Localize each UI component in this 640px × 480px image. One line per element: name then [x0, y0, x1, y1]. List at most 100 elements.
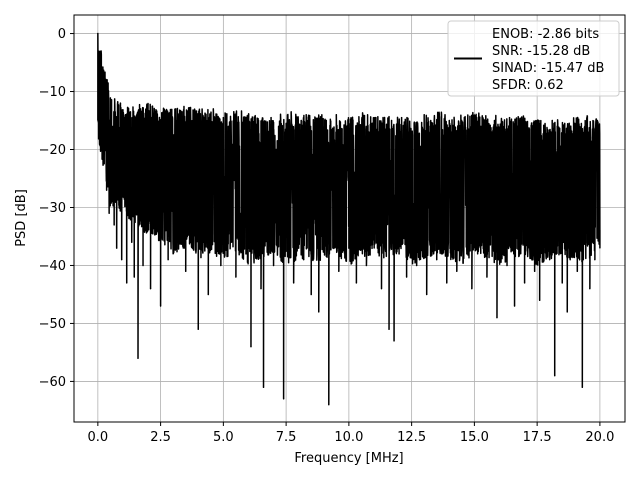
x-tick-label: 17.5 [523, 430, 552, 445]
psd-data-point [513, 305, 516, 307]
psd-data-point [498, 137, 501, 139]
psd-data-point [222, 117, 224, 119]
psd-data-point [197, 328, 199, 330]
psd-data-point [388, 328, 390, 330]
psd-data-point [123, 195, 125, 197]
psd-data-point [496, 317, 498, 319]
psd-data-point [365, 264, 368, 267]
psd-data-point [536, 119, 538, 122]
psd-data-point [441, 201, 443, 203]
psd-data-point [138, 148, 140, 151]
psd-data-point [101, 131, 103, 133]
psd-data-point [300, 119, 302, 122]
y-axis: 0 −10 −20 −30 −40 −50 −60 [39, 27, 74, 390]
y-tick-label: −50 [39, 317, 66, 332]
psd-data-point [395, 143, 398, 145]
psd-data-point [355, 282, 357, 284]
y-tick-label: −60 [39, 375, 66, 390]
psd-data-point [117, 125, 119, 127]
psd-data-point [458, 125, 460, 127]
psd-data-point [581, 386, 583, 388]
psd-data-point [154, 224, 157, 226]
psd-data-point [144, 122, 147, 125]
psd-data-point [596, 119, 598, 122]
psd-data-point [303, 259, 305, 261]
legend-box [447, 20, 620, 97]
psd-data-point [569, 137, 571, 139]
psd-data-point [411, 224, 413, 226]
psd-data-point [195, 235, 197, 238]
psd-data-point [315, 218, 317, 220]
psd-data-point [406, 276, 408, 278]
psd-data-point [574, 122, 576, 125]
psd-data-point [242, 134, 245, 136]
psd-data-point [345, 125, 347, 127]
psd-data-point [559, 230, 561, 232]
psd-data-point [177, 241, 179, 243]
psd-data-point [338, 270, 340, 272]
psd-data-point [235, 276, 237, 278]
psd-data-point [586, 241, 588, 243]
psd-data-point [325, 119, 327, 122]
psd-data-point [471, 288, 473, 290]
psd-data-point [421, 189, 423, 191]
psd-data-point [165, 201, 167, 203]
psd-data-point [128, 206, 130, 209]
psd-data-point [285, 122, 287, 125]
psd-data-point [240, 212, 242, 214]
psd-data-point [98, 70, 100, 72]
psd-data-point [295, 137, 297, 139]
psd-data-point [283, 398, 285, 400]
psd-data-point [220, 264, 222, 267]
psd-series-line [97, 32, 601, 406]
psd-data-point [160, 305, 162, 307]
psd-data-point [516, 131, 518, 133]
psd-data-point [473, 122, 475, 125]
psd-data-point [486, 276, 488, 278]
psd-data-point [265, 131, 267, 133]
psd-data-point [132, 137, 134, 139]
psd-data-point [589, 288, 591, 290]
psd-data-point [101, 143, 103, 145]
psd-data-point [390, 119, 393, 122]
psd-data-point [463, 117, 465, 119]
psd-data-point [280, 241, 282, 243]
psd-data-point [102, 122, 104, 125]
psd-data-point [215, 224, 217, 226]
psd-data-point [136, 195, 138, 197]
psd-data-point [333, 189, 335, 191]
psd-data-point [247, 114, 250, 116]
psd-data-point [328, 404, 330, 406]
psd-data-point [466, 253, 468, 255]
psd-data-point [385, 206, 388, 209]
psd-data-point [119, 102, 122, 104]
psd-data-point [506, 264, 508, 267]
psd-data-point [398, 253, 400, 255]
psd-data-point [335, 114, 337, 116]
psd-data-point [97, 32, 99, 35]
legend-line-snr: SNR: -15.28 dB [492, 44, 590, 59]
y-tick-label: −30 [39, 201, 66, 216]
psd-data-point [426, 293, 428, 296]
psd-data-point [353, 201, 355, 203]
psd-data-point [446, 282, 448, 284]
psd-data-point [318, 311, 320, 313]
psd-data-point [190, 195, 192, 197]
psd-data-point [448, 119, 450, 122]
psd-data-point [418, 137, 420, 139]
psd-data-point [531, 125, 533, 127]
psd-data-point [566, 311, 568, 313]
psd-data-point [561, 282, 563, 284]
legend-line-sinad: SINAD: -15.47 dB [492, 61, 604, 76]
psd-data-point [375, 241, 378, 243]
psd-data-point [210, 154, 212, 156]
psd-data-point [118, 206, 120, 209]
psd-data-point [225, 195, 227, 197]
x-tick-label: 12.5 [397, 430, 426, 445]
psd-data-point [180, 160, 182, 162]
psd-data-point [230, 241, 232, 243]
psd-data-point [348, 247, 350, 249]
psd-data-point [541, 143, 543, 145]
psd-data-point [99, 111, 101, 113]
